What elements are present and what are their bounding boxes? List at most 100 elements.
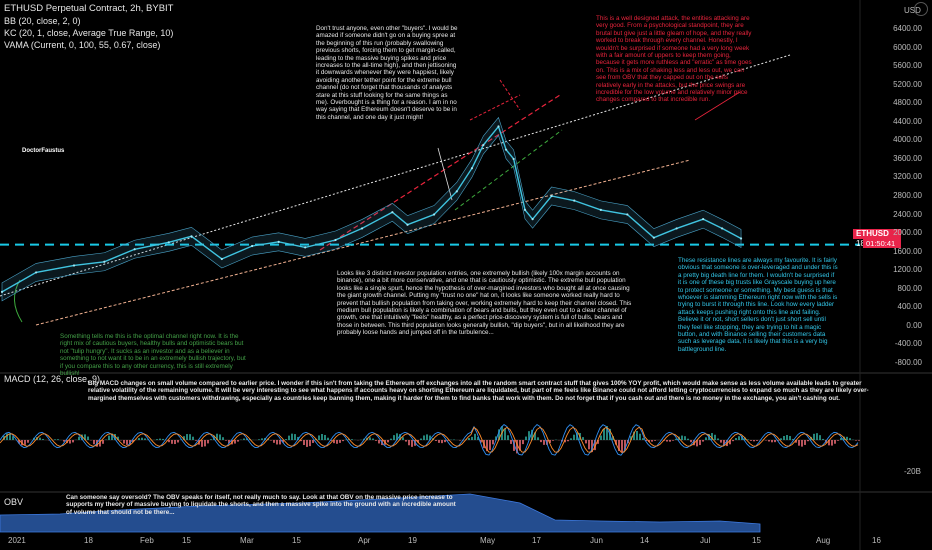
channel-red-peak — [499, 79, 521, 111]
macd-histogram-bar — [303, 440, 305, 446]
macd-histogram-bar — [795, 440, 797, 443]
macd-histogram-bar — [774, 440, 776, 443]
price-point — [304, 246, 307, 249]
price-point — [721, 227, 724, 230]
macd-histogram-bar — [639, 433, 641, 440]
macd-histogram-bar — [741, 436, 743, 440]
macd-histogram-bar — [858, 440, 860, 441]
price-point — [626, 213, 629, 216]
macd-histogram-bar — [417, 440, 419, 443]
macd-histogram-bar — [420, 438, 422, 440]
macd-histogram-bar — [597, 440, 599, 444]
macd-histogram-bar — [591, 440, 593, 453]
macd-histogram-bar — [747, 439, 749, 440]
macd-histogram-bar — [189, 434, 191, 440]
macd-histogram-bar — [162, 438, 164, 440]
macd-histogram-bar — [63, 440, 65, 442]
price-tick: 4800.00 — [893, 98, 922, 108]
macd-histogram-bar — [642, 438, 644, 440]
macd-histogram-bar — [54, 439, 56, 440]
macd-histogram-bar — [573, 434, 575, 440]
macd-pane-label[interactable]: MACD (12, 26, close, 9) — [4, 374, 101, 384]
annotation-top-center: Don't trust anyone, even other "buyers".… — [316, 25, 458, 121]
macd-histogram-bar — [330, 440, 332, 441]
macd-histogram-bar — [297, 436, 299, 440]
macd-histogram-bar — [492, 440, 494, 445]
macd-histogram-bar — [408, 440, 410, 446]
macd-histogram-bar — [210, 439, 212, 440]
time-tick: 14 — [640, 536, 649, 545]
macd-histogram-bar — [753, 440, 755, 442]
price-point — [702, 218, 705, 221]
macd-histogram-bar — [411, 440, 413, 447]
obv-pane-label[interactable]: OBV — [4, 497, 24, 507]
macd-histogram-bar — [546, 440, 548, 445]
macd-histogram-bar — [621, 440, 623, 453]
macd-histogram-bar — [429, 435, 431, 440]
macd-histogram-bar — [372, 438, 374, 440]
price-point — [573, 199, 576, 202]
macd-histogram-bar — [831, 440, 833, 446]
macd-histogram-bar — [441, 440, 443, 444]
macd-histogram-bar — [111, 433, 113, 440]
price-point — [0, 290, 4, 293]
macd-histogram-bar — [540, 440, 542, 443]
macd-histogram-bar — [588, 440, 590, 450]
macd-histogram-bar — [672, 440, 674, 441]
macd-histogram-bar — [114, 433, 116, 440]
indicator-vama[interactable]: VAMA (Current, 0, 100, 55, 0.67, close) — [4, 40, 161, 50]
macd-histogram-bar — [582, 437, 584, 440]
macd-histogram-bar — [426, 434, 428, 440]
macd-histogram-bar — [282, 440, 284, 443]
macd-histogram-bar — [729, 440, 731, 445]
macd-histogram-bar — [300, 440, 302, 442]
settings-icon[interactable] — [914, 2, 928, 16]
macd-histogram-bar — [849, 438, 851, 440]
macd-histogram-bar — [735, 438, 737, 440]
macd-histogram-bar — [669, 440, 671, 442]
macd-histogram-bar — [39, 437, 41, 440]
price-point — [599, 208, 602, 211]
macd-histogram-bar — [369, 437, 371, 440]
price-point — [432, 213, 436, 216]
indicator-kc[interactable]: KC (20, 1, close, Average True Range, 10… — [4, 28, 174, 38]
macd-histogram-bar — [78, 436, 80, 440]
time-tick: 15 — [182, 536, 191, 545]
macd-histogram-bar — [702, 440, 704, 442]
macd-histogram-bar — [543, 440, 545, 445]
macd-histogram-bar — [813, 433, 815, 440]
macd-histogram-bar — [696, 440, 698, 447]
price-tick: 2400.00 — [893, 209, 922, 219]
macd-histogram-bar — [402, 437, 404, 440]
macd-histogram-bar — [159, 438, 161, 440]
price-tick: 3200.00 — [893, 172, 922, 182]
bollinger-band — [1, 116, 742, 302]
macd-histogram-bar — [168, 440, 170, 443]
macd-histogram-bar — [222, 437, 224, 440]
time-tick: Mar — [240, 536, 254, 545]
pointer-arrow-right — [694, 91, 741, 121]
indicator-bb[interactable]: BB (20, close, 2, 0) — [4, 16, 81, 26]
price-point — [334, 238, 337, 242]
macd-histogram-bar — [684, 436, 686, 440]
bar-countdown: 01:50:41 — [863, 239, 901, 248]
macd-histogram-bar — [654, 440, 656, 441]
annotation-top-right: This is a well designed attack, the enti… — [596, 15, 752, 104]
macd-histogram-bar — [318, 435, 320, 440]
price-point — [739, 237, 743, 240]
price-tick: 2000.00 — [893, 228, 922, 238]
macd-histogram-bar — [552, 440, 554, 441]
macd-histogram-bar — [147, 439, 149, 440]
macd-histogram-bar — [750, 440, 752, 441]
macd-histogram-bar — [312, 440, 314, 443]
macd-histogram-bar — [783, 435, 785, 440]
annotation-macd: Big MACD changes on small volume compare… — [88, 380, 869, 402]
macd-histogram-bar — [585, 440, 587, 444]
macd-histogram-bar — [687, 438, 689, 440]
annotation-obv: Can someone say oversold? The OBV speaks… — [66, 494, 456, 516]
macd-histogram-bar — [9, 433, 11, 440]
macd-histogram-bar — [630, 436, 632, 440]
macd-histogram-bar — [213, 435, 215, 440]
macd-histogram-bar — [219, 434, 221, 440]
